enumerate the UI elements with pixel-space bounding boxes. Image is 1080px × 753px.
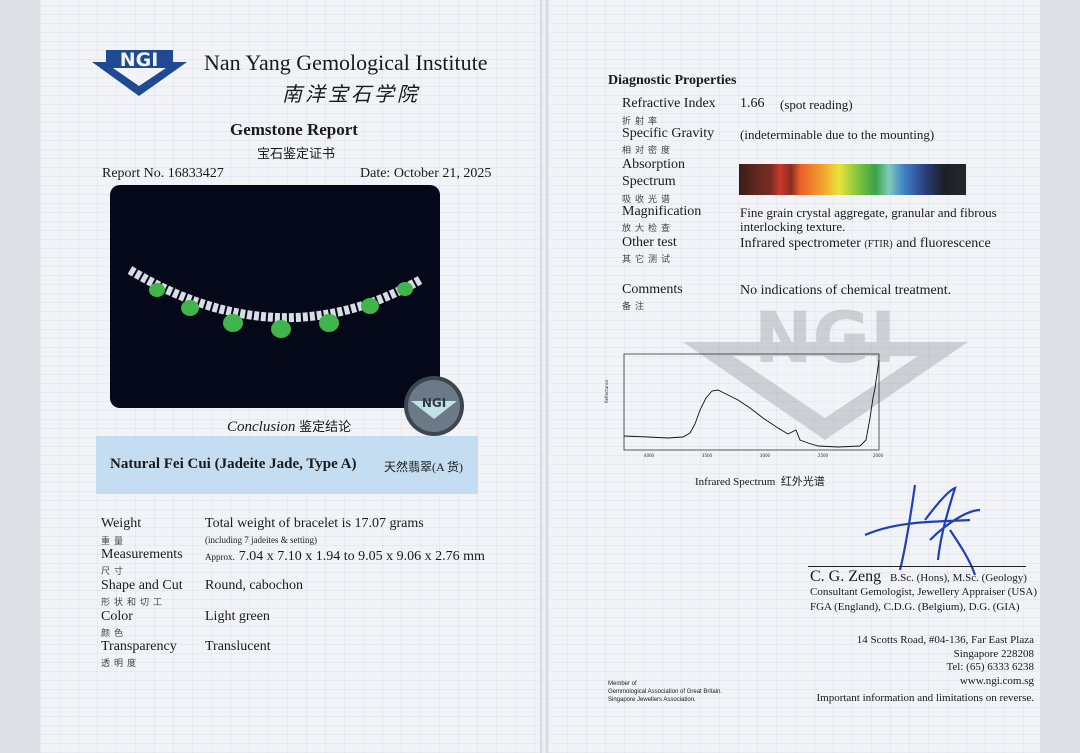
footer-note: Important information and limitations on… [816, 692, 1034, 704]
ir-x-tick: 4000 [644, 453, 655, 458]
address-city: Singapore 228208 [953, 648, 1034, 660]
ir-x-tick: 2500 [818, 453, 829, 458]
ri-value: 1.66 [740, 96, 765, 111]
ir-spectrum-line [623, 359, 880, 448]
color-label-cn: 颜色 [101, 629, 128, 639]
ir-x-tick: 2000 [873, 453, 884, 458]
other-test-label-cn: 其它测试 [622, 255, 675, 265]
weight-value: Total weight of bracelet is 17.07 grams [205, 516, 424, 531]
comments-value: No indications of chemical treatment. [740, 283, 952, 298]
signature-icon [864, 484, 981, 576]
membership-line: Singapore Jewellers Association. [608, 697, 696, 703]
sleeve-right-edge [1040, 0, 1080, 753]
report-number: Report No. 16833427 [102, 166, 224, 181]
transparency-label-cn: 透明度 [101, 659, 141, 669]
signatory-credentials: FGA (England), C.D.G. (Belgium), D.G. (G… [810, 601, 1020, 613]
page-fold [540, 0, 548, 753]
ngi-logo-icon: NGI [92, 49, 187, 96]
sg-label: Specific Gravity [622, 126, 715, 141]
weight-label-cn: 重量 [101, 537, 128, 547]
ngi-watermark-icon: NGI [683, 300, 968, 440]
signatory-title: Consultant Gemologist, Jewellery Apprais… [810, 586, 1037, 598]
transparency-value: Translucent [205, 639, 271, 654]
conclusion-band [96, 436, 478, 494]
absorption-label-cn: 吸收光谱 [622, 195, 675, 205]
membership-line: Gemmological Association of Great Britai… [608, 689, 723, 695]
shape-cut-label: Shape and Cut [101, 578, 183, 593]
absorption-label: Absorption [622, 157, 685, 172]
measurements-value: Approx. 7.04 x 7.10 x 1.94 to 9.05 x 9.0… [205, 547, 485, 565]
ir-x-tick: 3000 [760, 453, 771, 458]
signatory-degrees: B.Sc. (Hons), M.Sc. (Geology) [890, 572, 1027, 584]
ir-caption-en: Infrared Spectrum [695, 476, 776, 488]
spectrum-label: Spectrum [622, 174, 676, 189]
conclusion-result-cn: 天然翡翠(A 货) [384, 460, 463, 474]
sg-label-cn: 相对密度 [622, 146, 675, 156]
report-date: Date: October 21, 2025 [360, 166, 492, 181]
other-test-value: Infrared spectrometer (FTIR) and fluores… [740, 236, 991, 252]
report-title-cn: 宝石鉴定证书 [257, 146, 336, 161]
ri-label-cn: 折射率 [622, 117, 662, 127]
other-test-method: Infrared spectrometer [740, 236, 861, 251]
svg-text:NGI: NGI [754, 300, 896, 379]
magnification-label-cn: 放大检查 [622, 224, 675, 234]
other-test-ftir: (FTIR) [864, 239, 893, 250]
ri-label: Refractive Index [622, 96, 716, 111]
measurements-label-cn: 尺寸 [101, 567, 128, 577]
magnification-value: Fine grain crystal aggregate, granular a… [740, 205, 997, 220]
magnification-label: Magnification [622, 204, 702, 219]
ir-x-tick: 3500 [702, 453, 713, 458]
address-website[interactable]: www.ngi.com.sg [959, 675, 1034, 687]
conclusion-label-cn: 鉴定结论 [299, 419, 352, 434]
ir-caption: Infrared Spectrum 红外光谱 [695, 473, 825, 489]
svg-text:NGI: NGI [422, 396, 446, 410]
institute-name: Nan Yang Gemological Institute [204, 50, 488, 75]
ri-note: (spot reading) [780, 97, 853, 112]
magnification-value-2: interlocking texture. [740, 219, 846, 234]
address-tel: Tel: (65) 6333 6238 [946, 661, 1034, 673]
measurements-prefix: Approx. [205, 552, 235, 562]
signature-line [808, 566, 1026, 567]
report-right-page [548, 0, 1040, 753]
infrared-spectrum-chart: Reflectance 4000 3500 3000 2500 2000 [604, 353, 884, 458]
bracelet-setting [127, 266, 423, 323]
report-title: Gemstone Report [230, 120, 358, 139]
shape-cut-value: Round, cabochon [205, 578, 303, 593]
institute-name-cn: 南洋宝石学院 [282, 84, 420, 106]
measurements-dimensions: 7.04 x 7.10 x 1.94 to 9.05 x 9.06 x 2.76… [238, 549, 485, 564]
transparency-label: Transparency [101, 639, 177, 654]
membership-line: Member of [608, 681, 637, 687]
color-value: Light green [205, 609, 270, 624]
measurements-label: Measurements [101, 547, 183, 562]
shape-cut-label-cn: 形状和切工 [101, 598, 167, 608]
diagnostic-title: Diagnostic Properties [608, 73, 737, 88]
weight-note: (including 7 jadeites & setting) [205, 535, 317, 545]
ir-y-axis-label: Reflectance [604, 379, 609, 403]
absorption-spectrum-bar [739, 164, 966, 195]
bracelet-photo [110, 185, 440, 408]
membership-block: Member of Gemmological Association of Gr… [608, 680, 722, 704]
sleeve-left-edge [0, 0, 40, 753]
comments-label-cn: 备注 [622, 302, 649, 312]
other-test-fluorescence: and fluorescence [896, 236, 991, 251]
hologram-seal-icon: NGI [404, 376, 464, 436]
conclusion-heading: Conclusion 鉴定结论 [227, 416, 351, 436]
ir-caption-cn: 红外光谱 [780, 476, 825, 488]
signatory-name: C. G. Zeng [810, 568, 882, 585]
conclusion-result: Natural Fei Cui (Jadeite Jade, Type A) [110, 456, 357, 472]
other-test-label: Other test [622, 235, 677, 250]
address-street: 14 Scotts Road, #04-136, Far East Plaza [856, 634, 1034, 646]
jadeite-stones [149, 282, 413, 338]
sg-value: (indeterminable due to the mounting) [740, 127, 935, 142]
color-label: Color [101, 609, 133, 624]
weight-label: Weight [101, 516, 142, 531]
comments-label: Comments [622, 282, 683, 297]
ir-plot-frame [623, 353, 880, 451]
svg-text:NGI: NGI [120, 49, 159, 71]
conclusion-label: Conclusion [227, 419, 296, 435]
